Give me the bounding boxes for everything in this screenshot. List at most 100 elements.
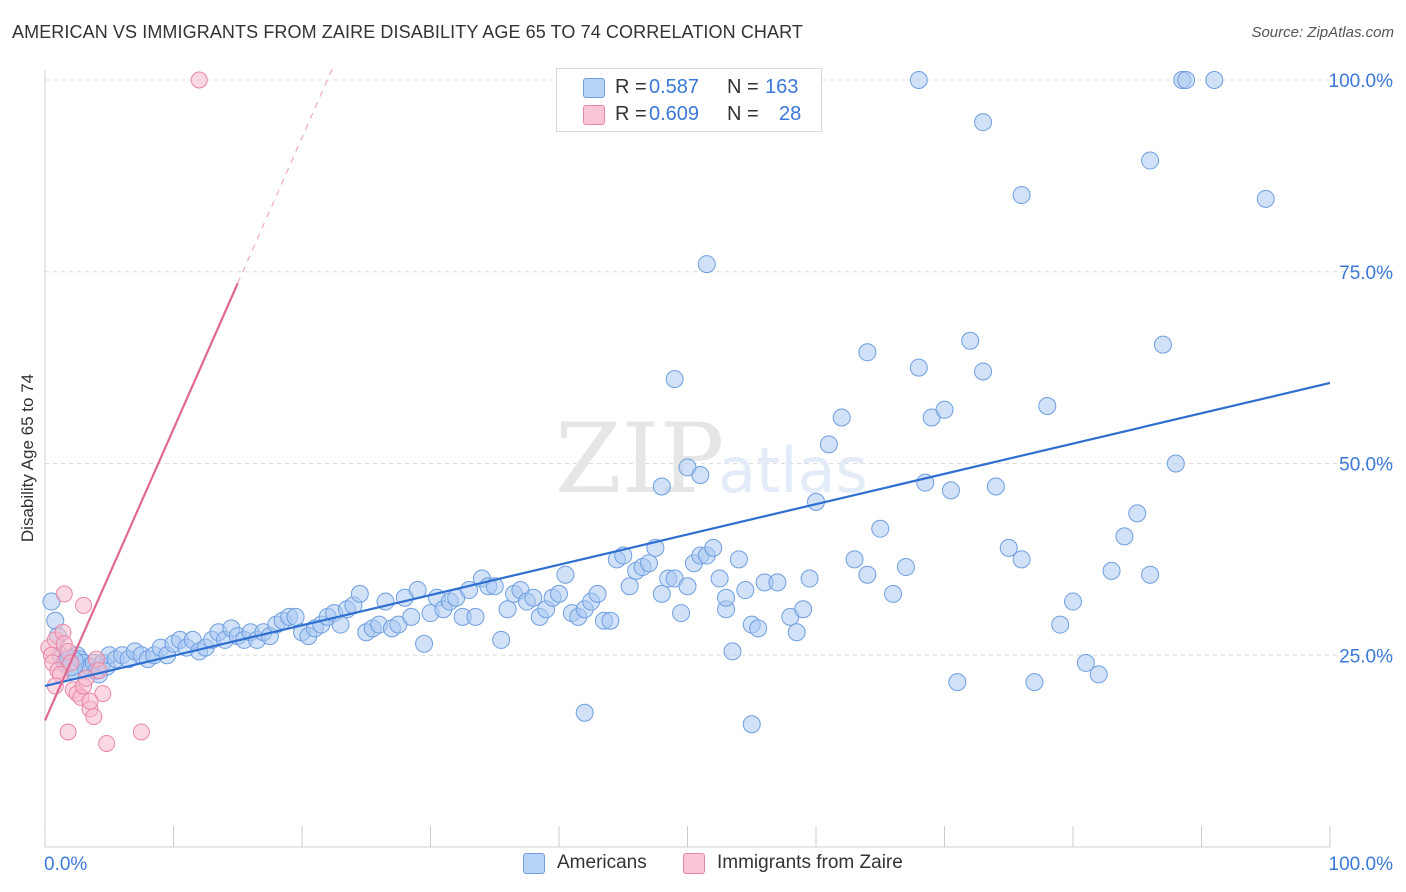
american-point <box>742 715 761 734</box>
american-point <box>1153 335 1172 354</box>
american-point <box>749 619 768 638</box>
american-point <box>1064 592 1082 611</box>
american-point <box>858 565 877 584</box>
zaire-point <box>190 71 208 89</box>
american-point <box>652 584 671 603</box>
watermark-zip: ZIP <box>555 403 724 515</box>
american-point <box>550 584 568 603</box>
american-point <box>723 642 742 661</box>
american-point <box>1177 71 1196 89</box>
zaire-trend-line <box>43 282 239 721</box>
american-point <box>665 370 684 389</box>
zaire-point <box>75 596 93 614</box>
american-point <box>498 600 517 619</box>
american-point <box>974 362 993 381</box>
american-point <box>704 538 723 557</box>
y-tick-label: 100.0% <box>1329 71 1394 92</box>
american-point <box>999 538 1018 557</box>
american-point <box>672 604 691 623</box>
american-point <box>717 588 736 607</box>
american-point <box>652 477 671 496</box>
american-point <box>961 331 980 350</box>
american-point <box>601 611 620 630</box>
american-point <box>800 569 819 588</box>
american-point <box>729 550 748 569</box>
american-point <box>1089 665 1108 684</box>
american-point <box>1012 186 1031 205</box>
american-point <box>678 577 697 596</box>
american-point <box>575 703 594 722</box>
americans-trend-line <box>44 381 1331 688</box>
american-point <box>974 113 993 132</box>
american-point <box>620 577 639 596</box>
zaire-swatch <box>583 105 605 125</box>
american-point <box>1256 189 1275 208</box>
american-point <box>1141 565 1160 584</box>
zaire-point <box>90 662 108 680</box>
american-point <box>858 343 877 362</box>
n-value: 163 <box>765 76 799 98</box>
american-point <box>986 477 1005 496</box>
american-point <box>909 71 928 89</box>
axes <box>44 70 1331 848</box>
r-value: 0.587 <box>649 76 700 98</box>
zaire-point <box>85 708 103 726</box>
american-point <box>941 481 960 500</box>
n-label: N = <box>727 76 759 98</box>
zaire-point <box>59 723 77 741</box>
american-point <box>524 588 543 607</box>
source-credit: Source: ZipAtlas.com <box>1251 24 1394 41</box>
americans-legend-swatch <box>523 853 545 874</box>
american-point <box>556 565 575 584</box>
american-point <box>787 623 806 642</box>
x-tick-label: 0.0% <box>44 854 87 875</box>
american-point <box>1076 653 1095 672</box>
y-tick-label: 25.0% <box>1339 646 1393 667</box>
americans-legend-label: Americans <box>557 852 647 873</box>
zaire-legend-label: Immigrants from Zaire <box>717 852 903 873</box>
american-point <box>402 607 421 626</box>
american-point <box>909 358 928 377</box>
american-point <box>710 569 729 588</box>
american-point <box>935 400 954 419</box>
american-point <box>1115 527 1134 546</box>
watermark-atlas: atlas <box>718 434 868 507</box>
american-point <box>42 592 61 611</box>
american-point <box>832 408 851 427</box>
zaire-point <box>98 734 116 752</box>
americans-swatch <box>583 78 605 98</box>
american-point <box>415 634 434 653</box>
n-value: 28 <box>779 103 802 125</box>
american-point <box>697 255 716 274</box>
american-point <box>1128 504 1147 523</box>
zaire-point <box>94 685 112 703</box>
correlation-legend: R = 0.587 N = 163 R = 0.609 N = 28 <box>556 68 822 132</box>
american-point <box>350 584 369 603</box>
american-point <box>492 630 511 649</box>
american-point <box>1025 673 1044 692</box>
trend-lines <box>43 64 1331 721</box>
american-point <box>286 607 305 626</box>
american-point <box>1012 550 1031 569</box>
american-point <box>845 550 864 569</box>
r-value: 0.609 <box>649 103 700 125</box>
american-point <box>691 466 710 485</box>
american-point <box>768 573 787 592</box>
legend-row-americans: R = 0.587 N = 163 <box>557 73 821 99</box>
zaire-point <box>55 585 73 603</box>
american-point <box>948 673 967 692</box>
zaire-points <box>40 71 208 752</box>
zaire-legend-swatch <box>683 853 705 874</box>
legend-row-zaire: R = 0.609 N = 28 <box>557 100 821 126</box>
r-label: R = <box>615 76 647 98</box>
n-label: N = <box>727 103 759 125</box>
american-point <box>1141 151 1160 170</box>
american-point <box>1051 615 1070 634</box>
american-point <box>819 435 838 454</box>
y-tick-label: 50.0% <box>1339 455 1393 476</box>
american-point <box>466 607 485 626</box>
zaire-trend-extension <box>237 64 335 284</box>
x-tick-label: 100.0% <box>1329 854 1394 875</box>
american-point <box>794 600 813 619</box>
